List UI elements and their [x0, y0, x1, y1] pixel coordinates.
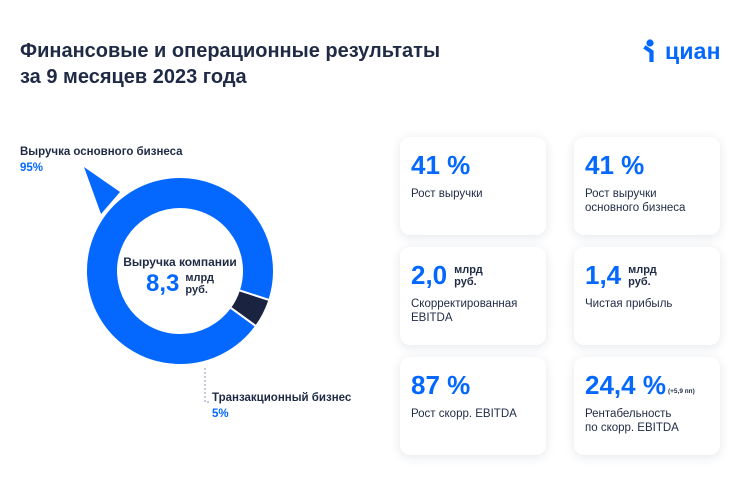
- logo-text: циан: [665, 37, 721, 64]
- cian-logo: циан: [641, 36, 726, 66]
- legend-label-core-business: Выручка основного бизнеса: [20, 146, 183, 158]
- callout-pointer: [84, 167, 120, 214]
- kpi-label: Скорректированная EBITDA: [411, 298, 518, 324]
- legend-label-transaction-business: Транзакционный бизнес: [212, 392, 352, 404]
- title-line-1: Финансовые и операционные результаты: [20, 40, 441, 62]
- kpi-label: Рост выручки: [411, 188, 483, 200]
- kpi-label: Рост выручки основного бизнеса: [585, 188, 686, 214]
- kpi-label: Рентабельность по скорр. EBITDA: [585, 408, 679, 434]
- center-value: 8,3: [146, 270, 180, 297]
- leader-line-transaction-business: [204, 368, 210, 403]
- kpi-note: (+5,9 пп): [667, 388, 695, 395]
- kpi-value: 41 %: [411, 150, 471, 180]
- center-unit: млрд руб.: [185, 272, 214, 296]
- kpi-value: 41 %: [585, 150, 645, 180]
- callout-core-business: Выручка основного бизнеса 95%: [20, 144, 183, 176]
- kpi-value: 2,0: [411, 260, 448, 290]
- kpi-value: 24,4 %: [585, 370, 666, 400]
- kpi-label: Чистая прибыль: [585, 298, 673, 310]
- donut-center-label: Выручка компании 8,3 млрд руб.: [110, 255, 250, 298]
- kpi-unit: млрд руб.: [454, 264, 483, 288]
- title-line-2: за 9 месяцев 2023 года: [20, 66, 247, 88]
- page-title: Финансовые и операционные результаты за …: [20, 38, 580, 90]
- center-title: Выручка компании: [123, 255, 237, 269]
- kpi-card-ebitda-growth: 87 % Рост скорр. EBITDA: [400, 357, 546, 455]
- kpi-value: 87 %: [411, 370, 471, 400]
- donut-slice-core-business: [85, 176, 275, 367]
- kpi-label: Рост скорр. EBITDA: [411, 408, 517, 420]
- kpi-card-ebitda-margin: 24,4 % (+5,9 пп) Рентабельность по скорр…: [574, 357, 720, 455]
- kpi-card-net-profit: 1,4 млрд руб. Чистая прибыль: [574, 247, 720, 345]
- kpi-unit: млрд руб.: [628, 264, 657, 288]
- kpi-card-revenue-growth: 41 % Рост выручки: [400, 137, 546, 235]
- callout-transaction-business: Транзакционный бизнес 5%: [212, 390, 351, 422]
- kpi-value: 1,4: [585, 260, 622, 290]
- kpi-card-core-revenue-growth: 41 % Рост выручки основного бизнеса: [574, 137, 720, 235]
- data-label-transaction-business: 5%: [212, 408, 229, 420]
- data-label-core-business: 95%: [20, 162, 44, 174]
- kpi-card-adjusted-ebitda: 2,0 млрд руб. Скорректированная EBITDA: [400, 247, 546, 345]
- cian-person-icon: [643, 39, 654, 62]
